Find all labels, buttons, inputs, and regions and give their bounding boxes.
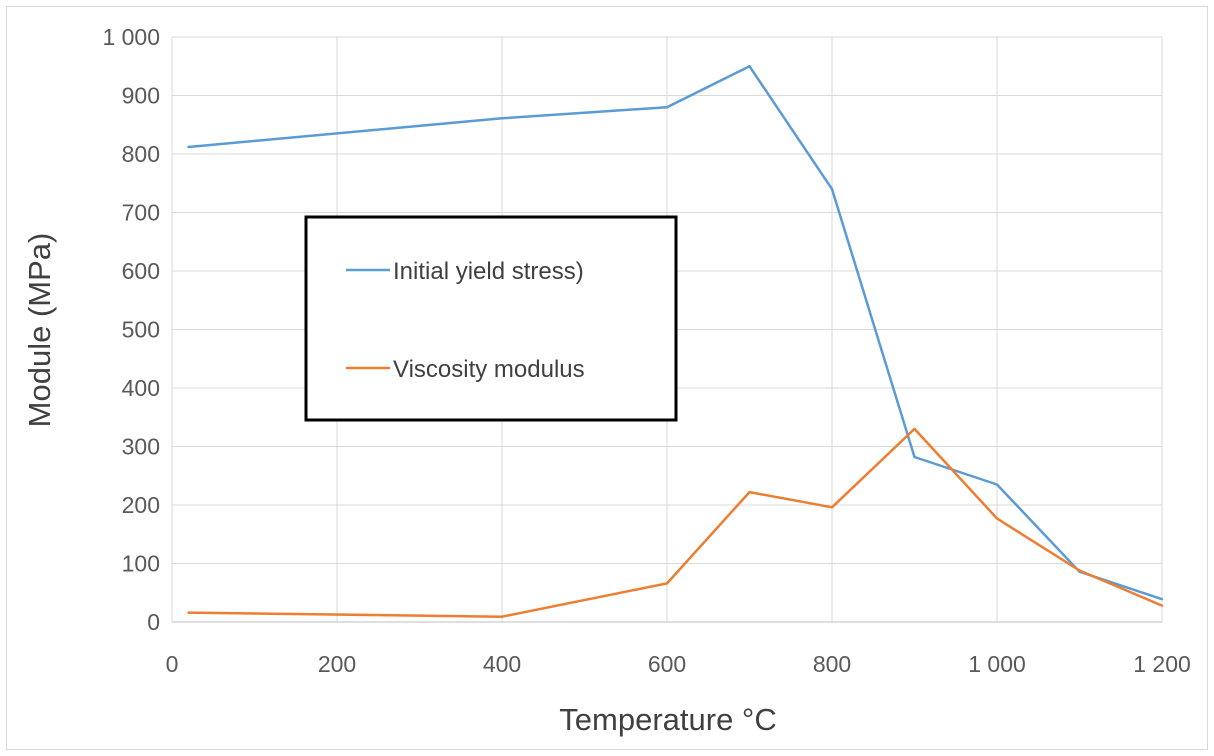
data-point: [1160, 597, 1164, 601]
data-point: [500, 615, 504, 618]
x-tick-label: 800: [813, 651, 851, 677]
x-tick-label: 0: [166, 651, 179, 677]
series-line-1: [188, 427, 1163, 618]
x-tick-label: 600: [648, 651, 686, 677]
x-tick-label: 1 200: [1133, 651, 1191, 677]
x-tick-label: 200: [318, 651, 356, 677]
x-axis-title: Temperature °C: [559, 702, 776, 737]
y-tick-label: 200: [122, 492, 160, 518]
y-tick-label: 700: [122, 200, 160, 226]
y-tick-label: 900: [122, 83, 160, 109]
y-tick-label: 400: [122, 375, 160, 401]
x-axis-ticks: 0 200 400 600 800 1 000 1 200: [166, 651, 1191, 677]
y-tick-label: 500: [122, 317, 160, 343]
data-point: [913, 427, 916, 431]
data-point: [995, 517, 999, 520]
data-point: [748, 65, 751, 68]
y-axis-title: Module (MPa): [22, 233, 57, 428]
data-point: [500, 117, 504, 120]
data-point: [1078, 569, 1081, 572]
data-point: [830, 187, 834, 191]
y-tick-label: 1 000: [102, 24, 160, 50]
data-point: [187, 611, 190, 614]
y-axis-ticks: 0 100 200 300 400 500 600 700 800 900 1 000: [102, 24, 160, 635]
legend-label-viscosity-modulus: Viscosity modulus: [393, 356, 585, 383]
legend: Initial yield stress) Viscosity modulus: [304, 215, 678, 422]
x-tick-label: 400: [483, 651, 521, 677]
y-tick-label: 800: [122, 141, 160, 167]
data-point: [187, 145, 190, 149]
data-point: [830, 506, 834, 509]
data-point: [995, 483, 999, 486]
y-tick-label: 300: [122, 434, 160, 460]
data-point: [748, 490, 751, 494]
data-point: [1160, 604, 1164, 607]
data-point: [913, 455, 916, 459]
y-tick-label: 100: [122, 551, 160, 577]
series-lines: [187, 65, 1164, 618]
chart-frame: [6, 6, 1208, 750]
y-tick-label: 0: [147, 609, 160, 635]
legend-box: [304, 215, 678, 422]
y-tick-label: 600: [122, 258, 160, 284]
data-point: [665, 582, 669, 585]
legend-label-initial-yield-stress: Initial yield stress): [393, 258, 584, 285]
x-tick-label: 1 000: [968, 651, 1026, 677]
data-point: [665, 106, 669, 109]
